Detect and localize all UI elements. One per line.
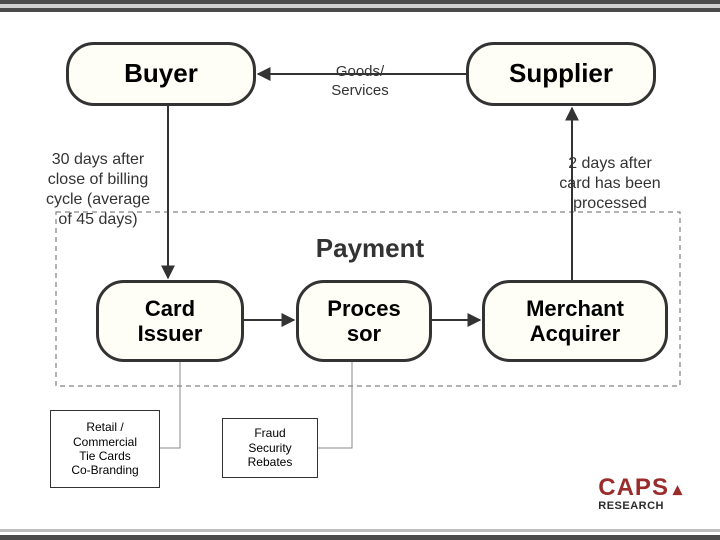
- caption-two-days-text: 2 days after card has been processed: [559, 155, 660, 212]
- node-card-issuer: Card Issuer: [96, 280, 244, 362]
- node-buyer-label: Buyer: [124, 59, 198, 89]
- node-merchant-acquirer-label: Merchant Acquirer: [526, 296, 624, 347]
- node-fraud-box-label: Fraud Security Rebates: [248, 426, 293, 469]
- caption-two-days: 2 days after card has been processed: [530, 134, 690, 214]
- node-supplier: Supplier: [466, 42, 656, 106]
- node-card-issuer-label: Card Issuer: [138, 296, 203, 347]
- node-retail-box-label: Retail / Commercial Tie Cards Co-Brandin…: [71, 420, 138, 478]
- caption-payment: Payment: [270, 232, 470, 265]
- caption-thirty-days: 30 days after close of billing cycle (av…: [18, 130, 178, 230]
- page-bottom-border: [0, 526, 720, 540]
- logo-chevron-icon: ▴: [673, 480, 682, 498]
- caps-research-logo: CAPS ▴ RESEARCH: [598, 474, 682, 512]
- node-processor-label: Proces sor: [327, 296, 400, 347]
- caption-thirty-days-text: 30 days after close of billing cycle (av…: [46, 151, 150, 228]
- logo-caps-text: CAPS: [598, 474, 669, 502]
- caption-payment-text: Payment: [316, 233, 424, 263]
- node-retail-box: Retail / Commercial Tie Cards Co-Brandin…: [50, 410, 160, 488]
- edge-fraud-to-processor: [318, 362, 352, 448]
- caption-goods-services-text: Goods/ Services: [331, 63, 389, 99]
- edge-retail-to-issuer: [160, 362, 180, 448]
- node-merchant-acquirer: Merchant Acquirer: [482, 280, 668, 362]
- node-buyer: Buyer: [66, 42, 256, 106]
- logo-research-text: RESEARCH: [598, 500, 682, 512]
- node-processor: Proces sor: [296, 280, 432, 362]
- page-top-border: [0, 0, 720, 12]
- node-fraud-box: Fraud Security Rebates: [222, 418, 318, 478]
- caption-goods-services: Goods/ Services: [300, 44, 420, 100]
- node-supplier-label: Supplier: [509, 59, 613, 89]
